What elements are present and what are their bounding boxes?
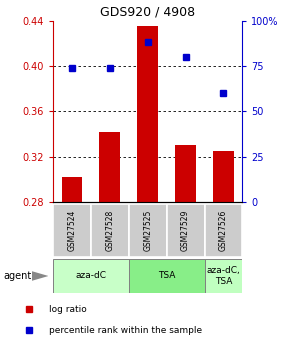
Text: GSM27525: GSM27525 [143, 210, 152, 251]
Bar [137, 26, 158, 202]
Bar [91, 204, 129, 257]
Text: GSM27526: GSM27526 [219, 210, 228, 251]
Bar [62, 177, 82, 202]
Bar [213, 151, 234, 202]
Bar [175, 145, 196, 202]
Text: TSA: TSA [158, 272, 175, 280]
Bar [53, 204, 91, 257]
Text: percentile rank within the sample: percentile rank within the sample [48, 326, 202, 335]
Bar [53, 259, 129, 293]
Text: log ratio: log ratio [48, 305, 86, 314]
Text: GSM27529: GSM27529 [181, 210, 190, 251]
Bar [99, 132, 120, 202]
Bar [205, 259, 242, 293]
Text: agent: agent [3, 271, 31, 281]
Text: aza-dC,
TSA: aza-dC, TSA [207, 266, 240, 286]
Bar [129, 204, 167, 257]
Title: GDS920 / 4908: GDS920 / 4908 [100, 5, 195, 18]
Text: GSM27528: GSM27528 [105, 210, 114, 251]
Bar [205, 204, 242, 257]
Text: GSM27524: GSM27524 [68, 210, 76, 251]
Text: aza-dC: aza-dC [75, 272, 106, 280]
Bar [129, 259, 205, 293]
Bar [167, 204, 205, 257]
Polygon shape [32, 271, 48, 281]
